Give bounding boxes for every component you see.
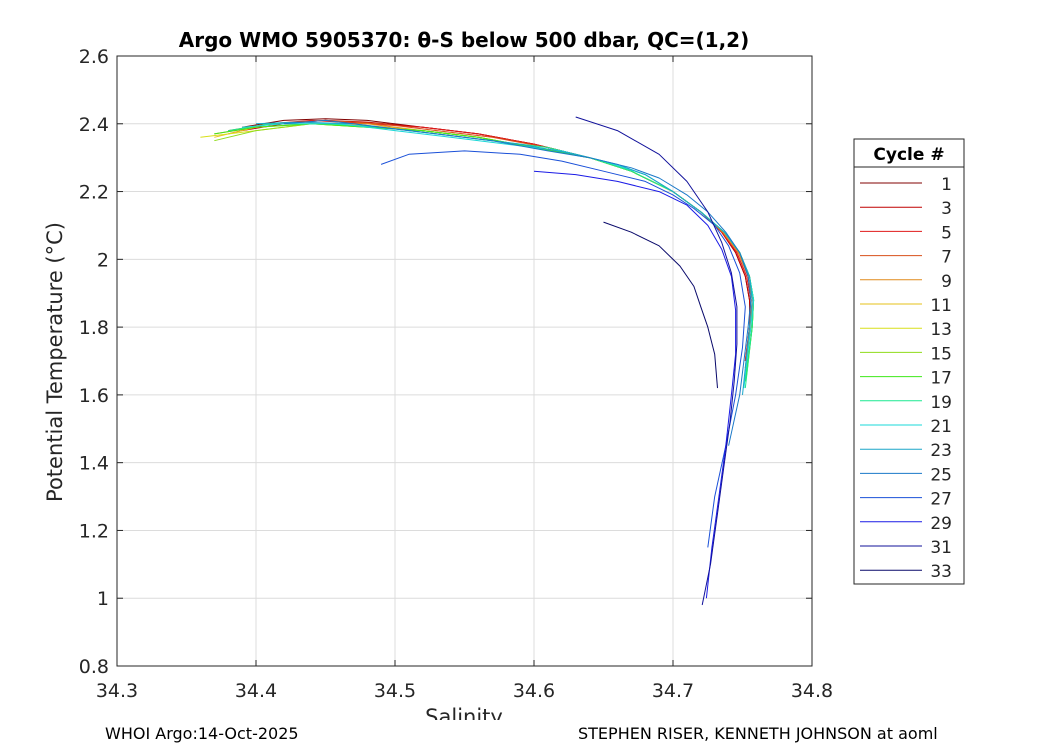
y-tick-label: 2.2 xyxy=(79,182,109,204)
footer-right-credit: STEPHEN RISER, KENNETH JOHNSON at aoml xyxy=(578,724,938,743)
legend-label: 21 xyxy=(930,417,952,437)
x-axis-ticks: 34.3 34.4 34.5 34.6 34.7 34.8 xyxy=(96,56,833,702)
x-axis-label: Salinity xyxy=(425,705,503,720)
legend-item-cycle-13[interactable]: 13 xyxy=(860,320,952,340)
legend-label: 27 xyxy=(930,490,952,510)
legend-label: 31 xyxy=(930,538,952,558)
legend-item-cycle-29[interactable]: 29 xyxy=(860,514,952,534)
y-axis-ticks: 0.8 1 1.2 1.4 1.6 1.8 2 2.2 2.4 2.6 xyxy=(79,46,812,678)
x-tick-label: 34.5 xyxy=(374,680,416,702)
y-tick-label: 2.6 xyxy=(79,46,109,68)
legend-label: 25 xyxy=(930,465,952,485)
y-tick-label: 1.4 xyxy=(79,453,109,475)
legend-item-cycle-15[interactable]: 15 xyxy=(860,344,952,364)
legend-label: 29 xyxy=(930,514,952,534)
legend-item-cycle-3[interactable]: 3 xyxy=(860,199,952,219)
series-line-cycle-29 xyxy=(533,170,737,599)
footer-left-credit: WHOI Argo:14-Oct-2025 xyxy=(105,724,299,743)
legend-label: 5 xyxy=(941,223,952,243)
y-axis-label: Potential Temperature (°C) xyxy=(43,222,67,502)
y-tick-label: 2 xyxy=(97,249,109,271)
series-line-cycle-33 xyxy=(603,221,718,389)
y-tick-label: 1 xyxy=(97,588,109,610)
legend-label: 1 xyxy=(941,175,952,195)
legend-label: 13 xyxy=(930,320,952,340)
y-tick-label: 1.6 xyxy=(79,385,109,407)
legend-title: Cycle # xyxy=(873,145,944,165)
legend-label: 11 xyxy=(930,296,952,316)
legend-item-cycle-27[interactable]: 27 xyxy=(860,490,952,510)
y-tick-label: 2.4 xyxy=(79,114,109,136)
legend-label: 7 xyxy=(941,248,952,268)
legend-item-cycle-33[interactable]: 33 xyxy=(860,562,952,582)
x-tick-label: 34.4 xyxy=(235,680,277,702)
x-tick-label: 34.6 xyxy=(513,680,555,702)
x-tick-label: 34.3 xyxy=(96,680,138,702)
legend-item-cycle-5[interactable]: 5 xyxy=(860,223,952,243)
series-line-cycle-25 xyxy=(283,119,752,446)
legend-item-cycle-9[interactable]: 9 xyxy=(860,272,952,292)
legend-item-cycle-19[interactable]: 19 xyxy=(860,393,952,413)
legend-item-cycle-11[interactable]: 11 xyxy=(860,296,952,316)
legend-label: 17 xyxy=(930,369,952,389)
legend-label: 3 xyxy=(941,199,952,219)
x-tick-label: 34.7 xyxy=(652,680,694,702)
legend-item-cycle-31[interactable]: 31 xyxy=(860,538,952,558)
legend-item-cycle-21[interactable]: 21 xyxy=(860,417,952,437)
series-line-cycle-31 xyxy=(575,116,738,606)
y-tick-label: 0.8 xyxy=(79,656,109,678)
plot-area xyxy=(117,56,812,666)
legend-item-cycle-7[interactable]: 7 xyxy=(860,248,952,268)
legend-label: 9 xyxy=(941,272,952,292)
legend-item-cycle-25[interactable]: 25 xyxy=(860,465,952,485)
plot-series-group xyxy=(200,116,755,606)
legend-box xyxy=(853,138,965,585)
legend-label: 23 xyxy=(930,441,952,461)
x-tick-label: 34.8 xyxy=(791,680,833,702)
legend-item-cycle-1[interactable]: 1 xyxy=(860,175,952,195)
legend-label: 33 xyxy=(930,562,952,582)
chart-title: Argo WMO 5905370: θ-S below 500 dbar, QC… xyxy=(179,28,749,52)
y-tick-label: 1.8 xyxy=(79,317,109,339)
legend-label: 15 xyxy=(930,344,952,364)
legend-label: 19 xyxy=(930,393,952,413)
legend-item-cycle-23[interactable]: 23 xyxy=(860,441,952,461)
chart-svg: Argo WMO 5905370: θ-S below 500 dbar, QC… xyxy=(43,28,965,729)
series-line-cycle-27 xyxy=(380,150,746,548)
legend-item-cycle-17[interactable]: 17 xyxy=(860,369,952,389)
y-tick-label: 1.2 xyxy=(79,520,109,542)
plot-frame xyxy=(116,55,813,667)
